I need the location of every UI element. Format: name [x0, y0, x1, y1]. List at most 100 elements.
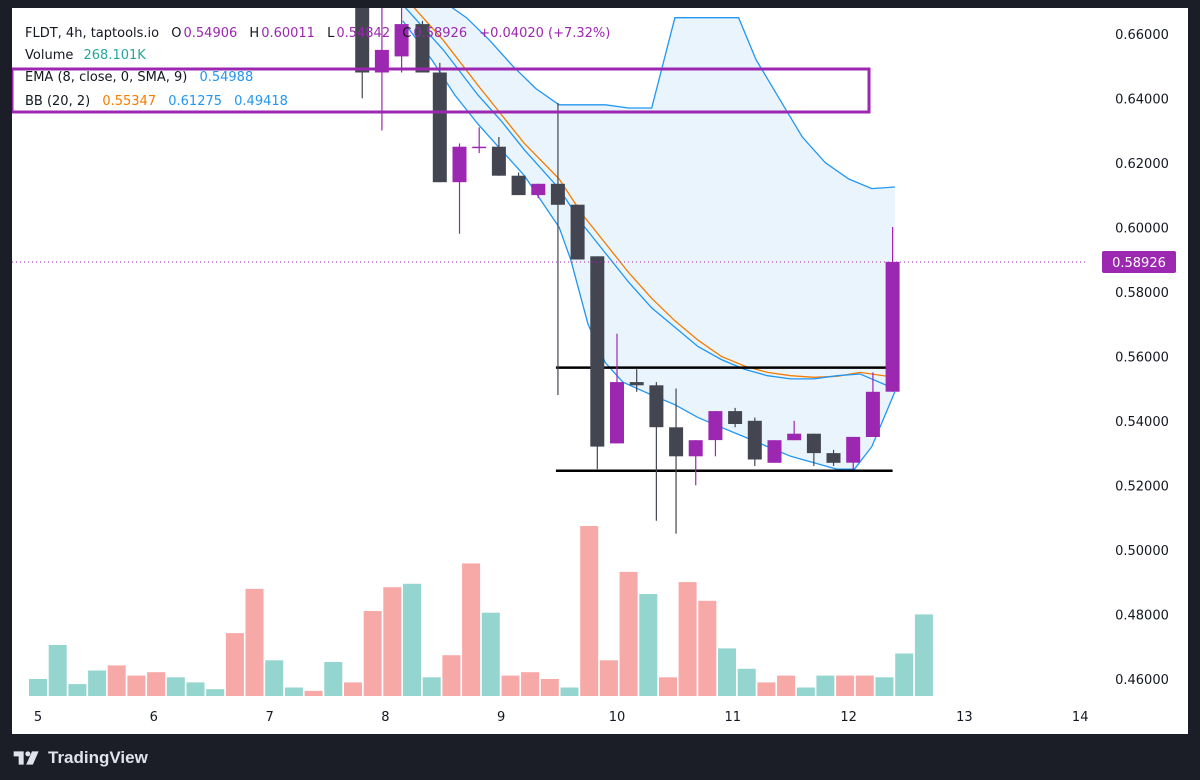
- y-tick-label: 0.56000: [1115, 350, 1169, 365]
- volume-bar: [265, 660, 284, 696]
- indicator-lines: [402, 8, 896, 470]
- last-price-line: 0.58926: [12, 250, 1176, 273]
- legend-highlight-box[interactable]: [12, 67, 871, 114]
- y-tick-label: 0.48000: [1115, 608, 1169, 623]
- x-tick-label: 12: [840, 710, 857, 725]
- x-tick-label: 10: [609, 710, 626, 725]
- candle-body: [394, 24, 409, 57]
- ema-value: 0.54988: [199, 70, 254, 85]
- volume-bar: [127, 675, 146, 696]
- candle-body: [374, 49, 389, 73]
- volume-bar: [206, 689, 225, 696]
- volume-bar: [540, 679, 559, 696]
- volume-bar: [304, 690, 323, 696]
- volume-bar: [796, 687, 815, 696]
- candle-body: [728, 411, 743, 424]
- candle-body: [747, 420, 762, 460]
- volume-bar: [29, 679, 47, 696]
- y-tick-label: 0.58000: [1115, 286, 1169, 301]
- volume-bar: [166, 677, 185, 696]
- bb-lower-value: 0.49418: [234, 94, 288, 109]
- volume-bar: [521, 672, 540, 696]
- volume-bar: [186, 682, 205, 696]
- close-label: C: [402, 26, 412, 41]
- bb-upper-value: 0.61275: [168, 94, 223, 109]
- volume-bar: [698, 600, 717, 696]
- volume-bar: [875, 677, 894, 696]
- volume-bars: [29, 526, 933, 696]
- volume-bar: [225, 633, 244, 696]
- y-tick-label: 0.66000: [1115, 28, 1169, 43]
- volume-bar: [442, 655, 461, 696]
- volume-bar: [383, 587, 402, 696]
- volume-bar: [324, 662, 343, 696]
- candle-body: [472, 146, 487, 149]
- last-price-label: 0.58926: [1112, 256, 1166, 271]
- candle-body: [806, 433, 821, 454]
- footer-branding: TradingView: [12, 738, 412, 778]
- open-label: O: [171, 26, 182, 41]
- y-tick-label: 0.62000: [1115, 157, 1169, 172]
- candle-body: [511, 175, 526, 196]
- time-axis[interactable]: 5 6 7 8 9 10 11 12 13 14: [34, 710, 1089, 725]
- close-value: 0.58926: [413, 26, 468, 41]
- y-tick-label: 0.54000: [1115, 415, 1169, 430]
- volume-bar: [501, 675, 520, 696]
- legend-symbol[interactable]: FLDT, 4h, taptools.io: [25, 26, 160, 41]
- volume-bar: [757, 682, 776, 696]
- y-tick-label: 0.64000: [1115, 92, 1169, 107]
- volume-bar: [462, 563, 481, 696]
- candle-body: [688, 440, 703, 457]
- volume-bar: [560, 687, 579, 696]
- bb-basis-line: [413, 8, 895, 378]
- volume-bar: [914, 614, 933, 696]
- volume-bar: [88, 670, 107, 696]
- candle-body: [452, 146, 467, 183]
- volume-label[interactable]: Volume: [25, 48, 74, 63]
- ema-label[interactable]: EMA (8, close, 0, SMA, 9): [25, 70, 188, 85]
- candle-body: [610, 382, 624, 444]
- price-chart[interactable]: 0.58926 0.66000 0.64000 0.62000 0.60000 0.58…: [12, 8, 1188, 734]
- bollinger-band-fill: [402, 8, 895, 470]
- candlesticks: [355, 8, 900, 534]
- last-price-tag: [1102, 250, 1176, 273]
- volume-bar: [619, 571, 638, 696]
- candle-body: [865, 391, 880, 437]
- volume-bar: [107, 665, 126, 696]
- x-tick-label: 7: [265, 710, 273, 725]
- y-tick-label: 0.50000: [1115, 544, 1169, 559]
- volume-bar: [599, 660, 618, 696]
- candle-body: [846, 436, 861, 463]
- volume-value: 268.101K: [83, 48, 146, 63]
- volume-bar: [836, 675, 855, 696]
- candle-body: [787, 433, 802, 441]
- horizontal-levels[interactable]: [555, 366, 893, 473]
- candle-body: [432, 72, 447, 183]
- tradingview-brand[interactable]: TradingView: [48, 748, 148, 767]
- volume-bar: [68, 684, 87, 696]
- tradingview-logo-icon[interactable]: [12, 748, 42, 768]
- high-value: 0.60011: [261, 26, 315, 41]
- x-tick-label: 13: [956, 710, 973, 725]
- price-axis[interactable]: 0.66000 0.64000 0.62000 0.60000 0.58000 0.560…: [1115, 28, 1169, 688]
- bb-label[interactable]: BB (20, 2): [25, 94, 91, 109]
- low-label: L: [327, 26, 335, 41]
- volume-bar: [363, 611, 382, 696]
- volume-bar: [580, 526, 599, 696]
- volume-bar: [48, 645, 67, 696]
- volume-bar: [344, 682, 362, 696]
- volume-bar: [403, 583, 421, 696]
- candle-body: [491, 146, 506, 176]
- candle-body: [708, 411, 723, 441]
- x-tick-label: 6: [150, 710, 158, 725]
- x-tick-label: 8: [381, 710, 389, 725]
- candle-body: [570, 204, 585, 260]
- volume-bar: [422, 677, 441, 696]
- ema-line: [404, 8, 896, 390]
- volume-bar: [855, 675, 874, 696]
- bb-upper-line: [451, 8, 895, 190]
- volume-bar: [895, 653, 914, 696]
- low-value: 0.54842: [336, 26, 391, 41]
- candle-body: [531, 183, 546, 196]
- legend-bb: BB (20, 2) 0.55347 0.61275 0.49418: [25, 94, 290, 110]
